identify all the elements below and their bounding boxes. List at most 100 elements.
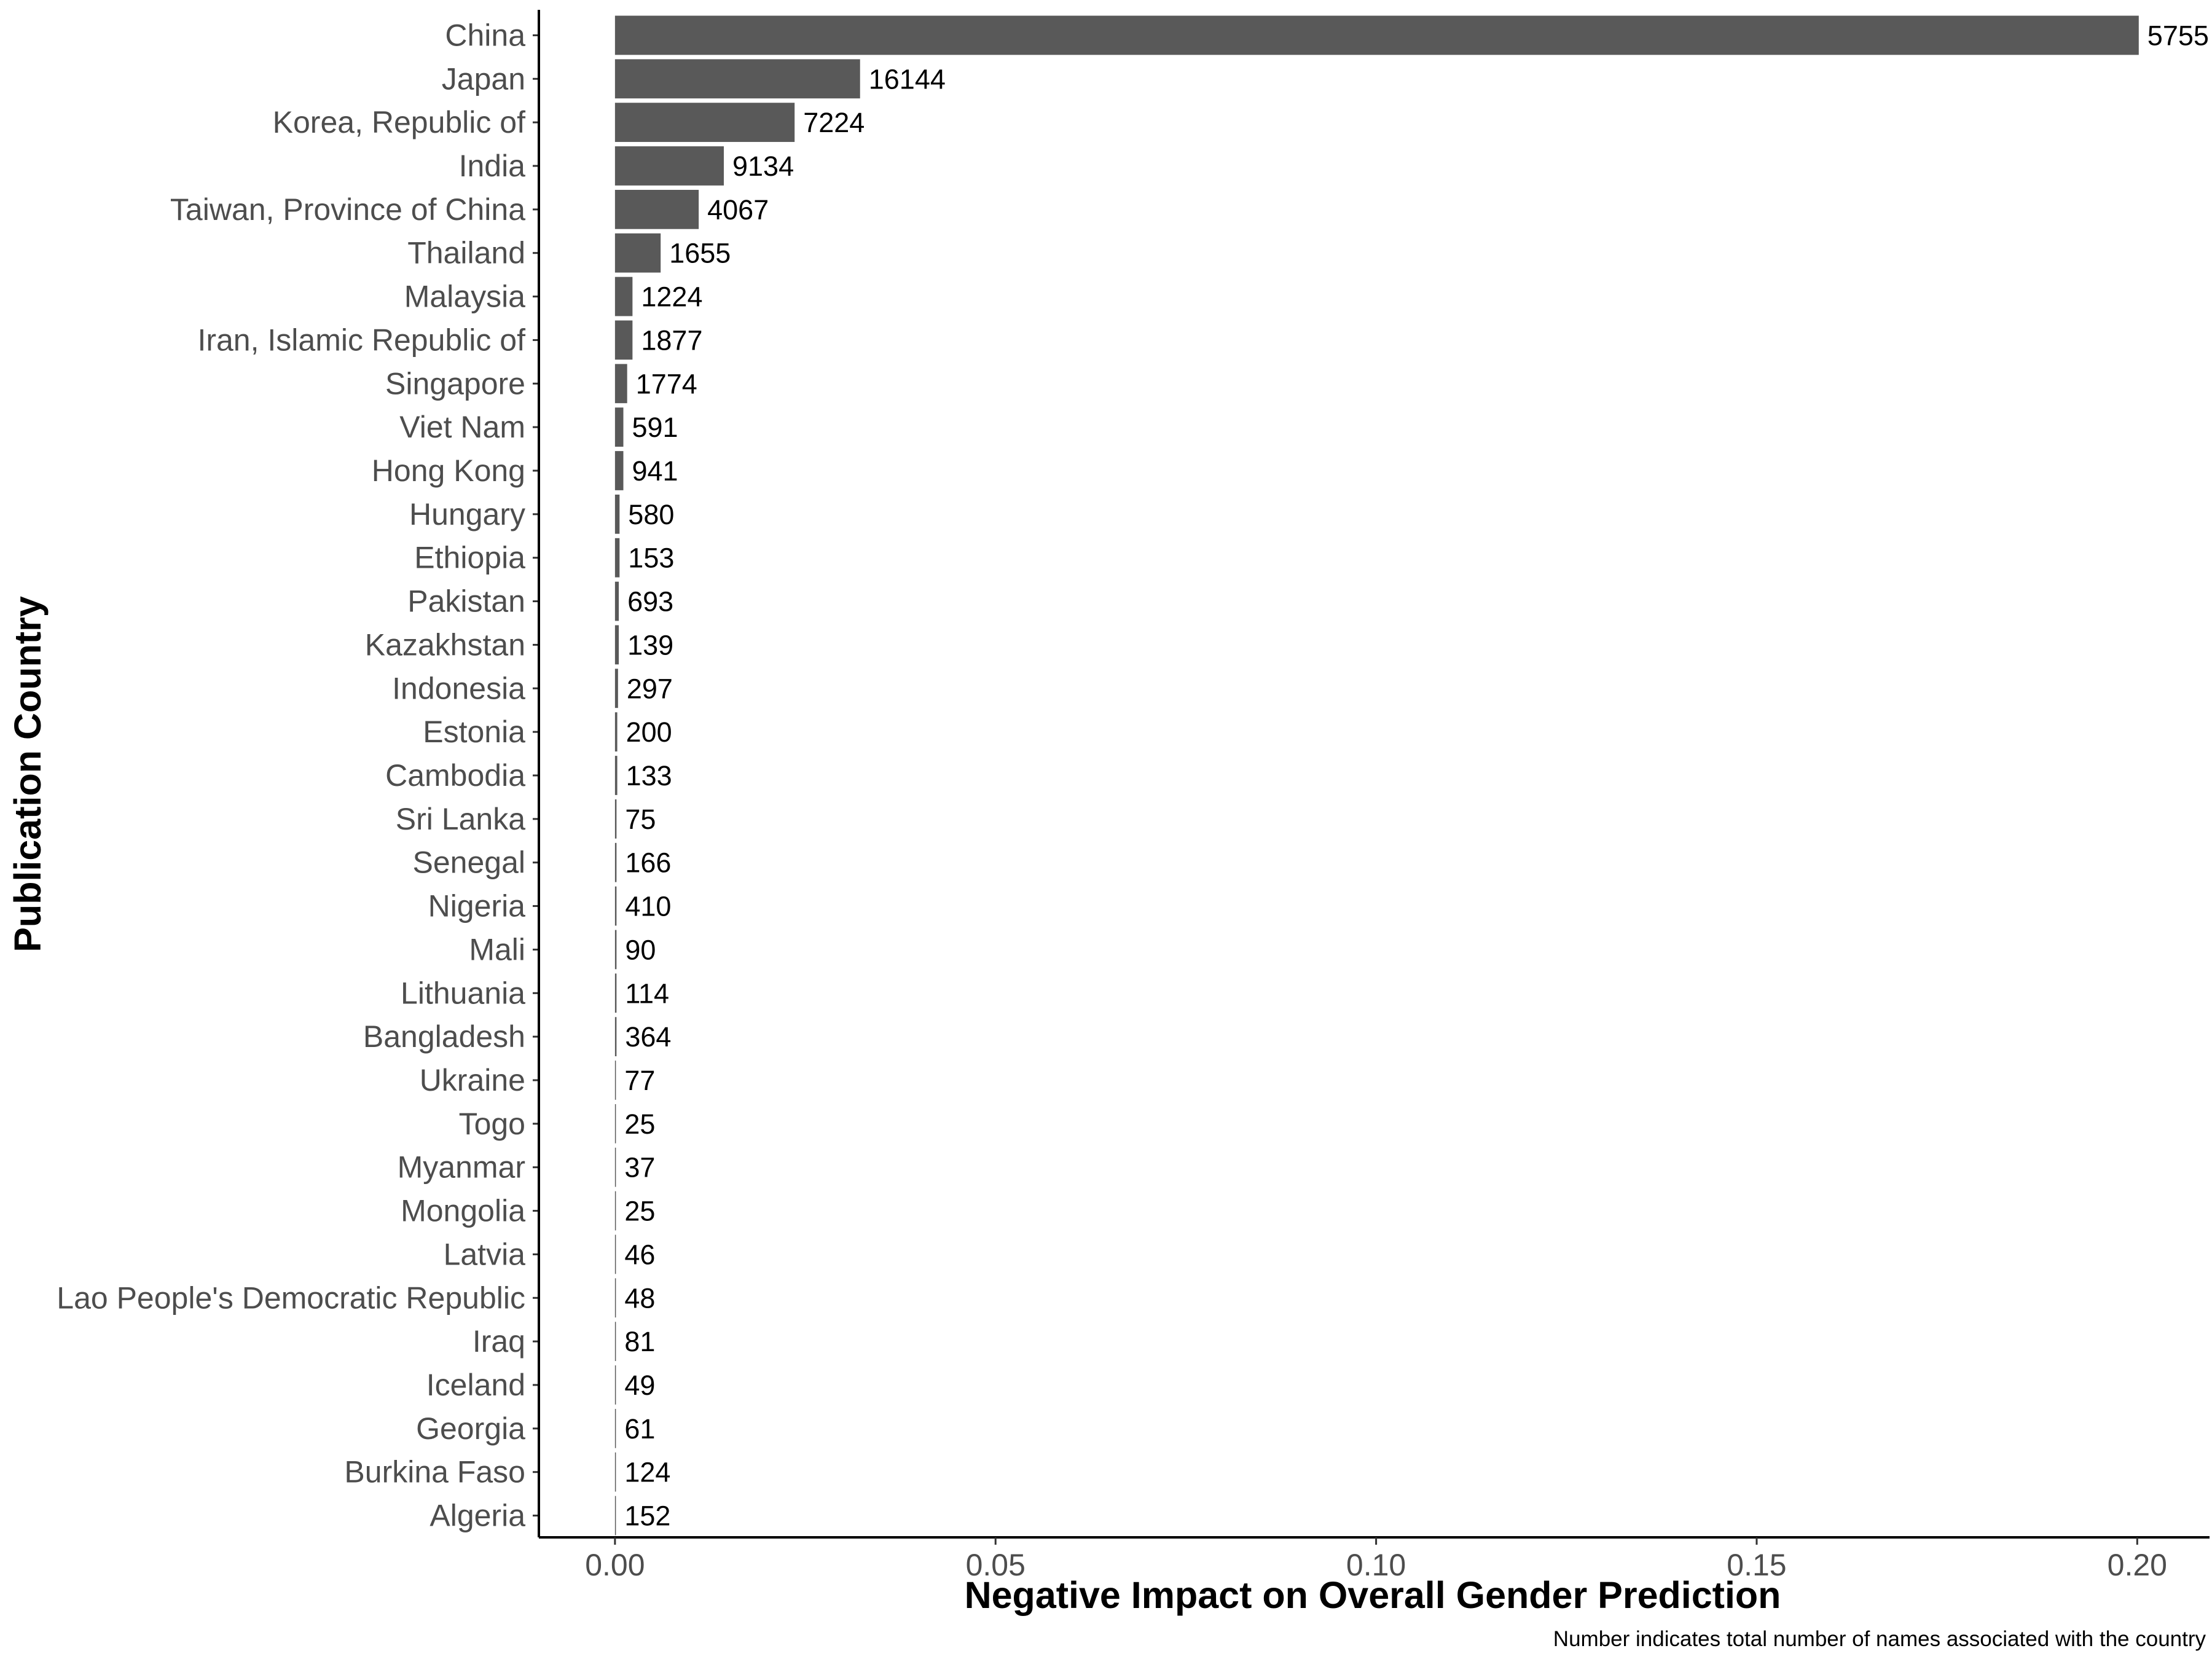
data-label: 133 — [626, 760, 672, 791]
bar — [614, 1061, 616, 1100]
data-label: 200 — [626, 716, 672, 748]
bar — [614, 1322, 616, 1362]
bar — [614, 189, 699, 229]
bar — [614, 451, 624, 490]
bar — [614, 1452, 616, 1492]
data-label: 410 — [625, 891, 671, 922]
bar — [614, 364, 627, 404]
bar — [614, 538, 620, 578]
data-label: 9134 — [732, 151, 794, 182]
y-tick-label: Taiwan, Province of China — [170, 192, 525, 227]
data-label: 5755 — [2147, 20, 2209, 51]
y-tick-label: Malaysia — [404, 280, 525, 314]
y-tick-label: Iraq — [473, 1324, 525, 1359]
data-label: 364 — [625, 1021, 671, 1053]
x-axis-title: Negative Impact on Overall Gender Predic… — [965, 1574, 1781, 1616]
x-tick-label: 0.00 — [585, 1548, 645, 1582]
y-tick-label: Japan — [442, 61, 525, 96]
bar — [614, 146, 724, 186]
y-tick-label: Hungary — [409, 497, 525, 531]
data-label: 297 — [627, 673, 673, 704]
y-tick-label: India — [459, 149, 526, 183]
y-tick-label: Senegal — [413, 845, 526, 880]
bar — [614, 494, 620, 534]
data-label: 77 — [624, 1065, 655, 1096]
bars-layer — [614, 15, 2139, 1535]
data-label: 48 — [624, 1282, 655, 1314]
y-tick-label: Ukraine — [420, 1063, 525, 1097]
bar — [614, 1017, 617, 1057]
data-label: 591 — [632, 412, 678, 443]
data-label: 90 — [625, 934, 656, 965]
y-tick-label: Cambodia — [385, 758, 525, 793]
y-axis: China Japan Korea, Republic of India Taiwan,… — [57, 10, 540, 1537]
data-label: 75 — [625, 804, 656, 835]
y-tick-label: Estonia — [423, 715, 525, 749]
bar — [614, 1147, 616, 1187]
data-label: 25 — [624, 1196, 655, 1227]
y-tick-label: Mongolia — [401, 1194, 525, 1228]
y-tick-label: Pakistan — [407, 584, 525, 619]
data-label: 166 — [625, 847, 671, 879]
bar — [614, 1365, 616, 1405]
y-tick-label: Thailand — [407, 236, 525, 270]
bar — [614, 799, 617, 839]
y-tick-label: Georgia — [416, 1411, 525, 1446]
data-label: 152 — [624, 1500, 670, 1532]
y-tick-label: Latvia — [444, 1237, 526, 1271]
data-label: 1655 — [669, 238, 731, 269]
bar — [614, 581, 619, 621]
y-tick-label: China — [445, 18, 525, 52]
data-label: 139 — [627, 629, 673, 661]
data-label: 61 — [624, 1413, 655, 1445]
bar — [614, 1278, 616, 1318]
data-label: 1877 — [641, 324, 702, 356]
y-tick-label: Mali — [469, 932, 525, 967]
data-label: 941 — [632, 455, 678, 487]
bar — [614, 669, 618, 708]
y-tick-label: Singapore — [385, 366, 525, 401]
data-label: 4067 — [707, 194, 769, 226]
y-tick-label: Bangladesh — [363, 1019, 525, 1054]
data-label: 114 — [625, 978, 669, 1009]
bar — [614, 625, 619, 665]
y-tick-label: Ethiopia — [414, 541, 525, 575]
bar — [614, 1408, 616, 1448]
bar — [614, 1191, 616, 1231]
data-label: 1774 — [636, 368, 697, 399]
y-tick-label: Indonesia — [392, 671, 525, 705]
bar — [614, 973, 617, 1013]
bar — [614, 930, 617, 970]
data-label: 25 — [624, 1108, 655, 1140]
y-tick-label: Nigeria — [428, 889, 526, 924]
bar — [614, 233, 661, 273]
bar — [614, 886, 617, 926]
data-label: 693 — [627, 586, 673, 618]
bar — [614, 842, 617, 882]
y-tick-label: Sri Lanka — [396, 802, 525, 836]
y-tick-label: Lao People's Democratic Republic — [57, 1281, 525, 1315]
bar — [614, 59, 860, 99]
bar — [614, 407, 624, 447]
bar — [614, 1496, 616, 1535]
bar — [614, 320, 633, 360]
y-tick-label: Togo — [459, 1107, 525, 1141]
bar — [614, 1104, 616, 1143]
bar — [614, 276, 633, 316]
y-tick-label: Kazakhstan — [365, 627, 525, 662]
y-tick-label: Burkina Faso — [344, 1455, 525, 1489]
data-label: 16144 — [869, 63, 946, 95]
y-tick-label: Algeria — [429, 1499, 525, 1533]
x-tick-label: 0.10 — [1346, 1548, 1406, 1582]
y-tick-label: Myanmar — [398, 1150, 525, 1185]
data-label: 124 — [624, 1457, 670, 1488]
x-tick-label: 0.05 — [966, 1548, 1026, 1582]
data-label: 46 — [624, 1239, 655, 1270]
x-tick-label: 0.15 — [1727, 1548, 1786, 1582]
data-label: 1224 — [641, 281, 702, 313]
bar — [614, 756, 618, 795]
y-tick-label: Korea, Republic of — [273, 105, 525, 139]
data-label: 153 — [628, 543, 674, 574]
